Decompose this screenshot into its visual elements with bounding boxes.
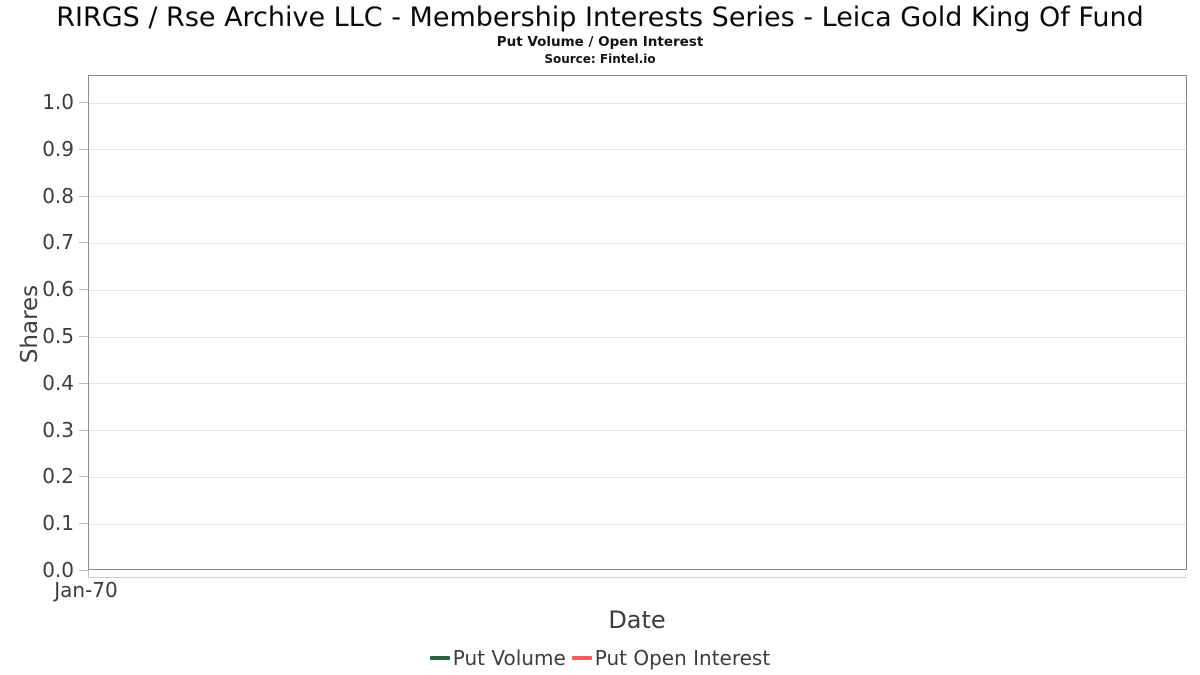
chart-subtitle: Put Volume / Open Interest <box>496 34 704 50</box>
legend-label: Put Open Interest <box>594 646 771 670</box>
y-tick-label: 0.5 <box>42 324 74 348</box>
plot-area <box>88 75 1187 570</box>
legend-item: Put Volume <box>429 645 566 671</box>
x-tick-mark <box>88 570 89 577</box>
y-tick-label: 0.4 <box>42 370 74 395</box>
y-gridline <box>89 102 1186 104</box>
y-tick-label: 0.9 <box>42 136 74 161</box>
y-gridline <box>89 289 1186 291</box>
y-gridline <box>89 196 1186 198</box>
chart-legend: Put Volume Put Open Interest <box>0 645 1200 671</box>
chart-title: RIRGS / Rse Archive LLC - Membership Int… <box>56 2 1144 33</box>
y-tick-mark <box>79 429 88 431</box>
y-tick-mark <box>79 148 88 150</box>
y-tick-mark <box>79 289 88 291</box>
y-tick-mark <box>79 570 88 571</box>
y-tick-label: 0.8 <box>42 183 74 208</box>
y-tick-label: 0.3 <box>42 417 74 442</box>
legend-label: Put Volume <box>452 646 566 670</box>
y-tick-mark <box>79 382 88 384</box>
y-tick-label: 0.1 <box>42 511 74 536</box>
y-gridline <box>89 430 1186 432</box>
x-axis-line <box>88 577 1187 578</box>
y-gridline <box>89 523 1186 525</box>
legend-line-swatch <box>429 656 450 660</box>
y-tick-mark <box>79 102 88 103</box>
y-tick-mark <box>79 523 88 525</box>
y-tick-mark <box>79 195 88 197</box>
y-tick-mark <box>79 242 88 244</box>
y-tick-label: 1.0 <box>42 90 74 114</box>
y-gridline <box>89 336 1186 338</box>
chart-source-label: Source: Fintel.io <box>544 52 656 66</box>
x-axis-title: Date <box>608 606 666 634</box>
y-tick-label: 0.6 <box>42 277 74 302</box>
y-gridline <box>89 476 1186 478</box>
y-tick-label: 0.0 <box>42 558 74 582</box>
y-tick-mark <box>79 476 88 478</box>
y-tick-label: 0.2 <box>42 464 74 489</box>
x-tick-label: Jan-70 <box>54 578 118 602</box>
y-tick-label: 0.7 <box>42 230 74 255</box>
y-gridline <box>89 383 1186 385</box>
y-gridline <box>89 149 1186 151</box>
y-gridline <box>89 242 1186 244</box>
y-tick-mark <box>79 336 88 337</box>
legend-item: Put Open Interest <box>571 645 771 671</box>
legend-line-swatch <box>571 656 592 660</box>
